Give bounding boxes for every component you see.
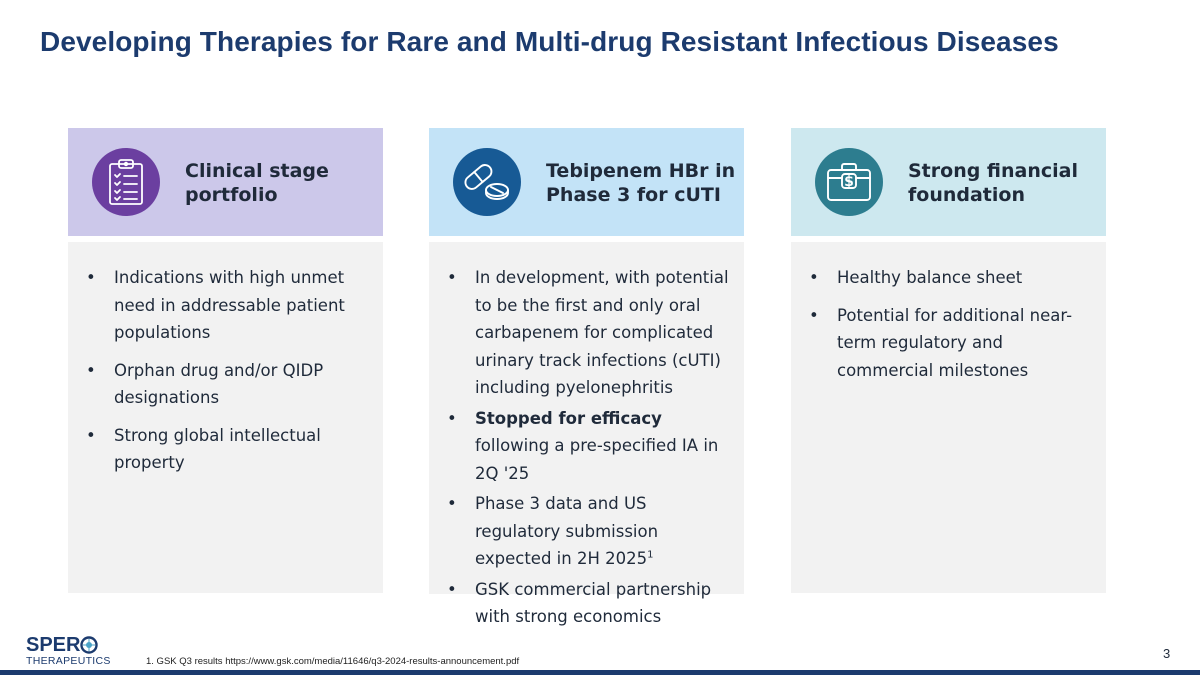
footnote: 1. GSK Q3 results https://www.gsk.com/me… <box>146 656 520 667</box>
column-body: Indications with high unmet need in addr… <box>68 242 383 593</box>
svg-text:$: $ <box>844 174 854 190</box>
bold-text: Stopped for efficacy <box>475 408 662 428</box>
list-item: Indications with high unmet need in addr… <box>86 264 375 347</box>
column-heading: Strong financial foundation <box>908 160 1078 206</box>
list-item: GSK commercial partnership with strong e… <box>447 576 736 631</box>
logo-circle-icon <box>80 636 99 654</box>
logo-subtitle: THERAPEUTICS <box>26 655 111 667</box>
list-item: Stopped for efficacy following a pre-spe… <box>447 405 736 488</box>
list-item: Orphan drug and/or QIDP designations <box>86 357 375 412</box>
list-item: Healthy balance sheet <box>809 264 1098 292</box>
briefcase-dollar-icon: $ <box>827 163 871 201</box>
list-item-text: Phase 3 data and US regulatory submissio… <box>475 494 659 568</box>
company-logo: SPER THERAPEUTICS <box>26 634 111 667</box>
column-body: Healthy balance sheet Potential for addi… <box>791 242 1106 593</box>
column-heading: Tebipenem HBr in Phase 3 for cUTI <box>546 160 736 206</box>
column-header: $ Strong financial foundation <box>791 128 1106 236</box>
column-body: In development, with potential to be the… <box>429 242 744 626</box>
pill-capsule-icon <box>464 164 509 200</box>
clipboard-checklist-icon <box>109 159 143 205</box>
footnote-ref: 1 <box>647 549 654 561</box>
column-header: Clinical stage portfolio <box>68 128 383 236</box>
icon-circle <box>453 148 521 216</box>
column-header: Tebipenem HBr in Phase 3 for cUTI <box>429 128 744 236</box>
list-item: In development, with potential to be the… <box>447 264 736 402</box>
column-heading: Clinical stage portfolio <box>185 160 329 206</box>
page-number: 3 <box>1163 646 1171 661</box>
list-item-text: following a pre-specified IA in 2Q '25 <box>475 436 719 483</box>
list-item: Phase 3 data and US regulatory submissio… <box>447 490 736 573</box>
icon-circle <box>92 148 160 216</box>
page-title: Developing Therapies for Rare and Multi-… <box>40 26 1059 57</box>
logo-wordmark: SPER <box>26 634 111 656</box>
logo-name: SPER <box>26 634 81 656</box>
column-tebipenem: Tebipenem HBr in Phase 3 for cUTI In dev… <box>429 128 744 626</box>
icon-circle: $ <box>815 148 883 216</box>
list-item: Strong global intellectual property <box>86 422 375 477</box>
column-clinical-portfolio: Clinical stage portfolio Indications wit… <box>68 128 383 593</box>
bottom-divider <box>0 670 1200 675</box>
column-financial: $ Strong financial foundation Healthy ba… <box>791 128 1106 593</box>
list-item: Potential for additional near-term regul… <box>809 302 1098 385</box>
